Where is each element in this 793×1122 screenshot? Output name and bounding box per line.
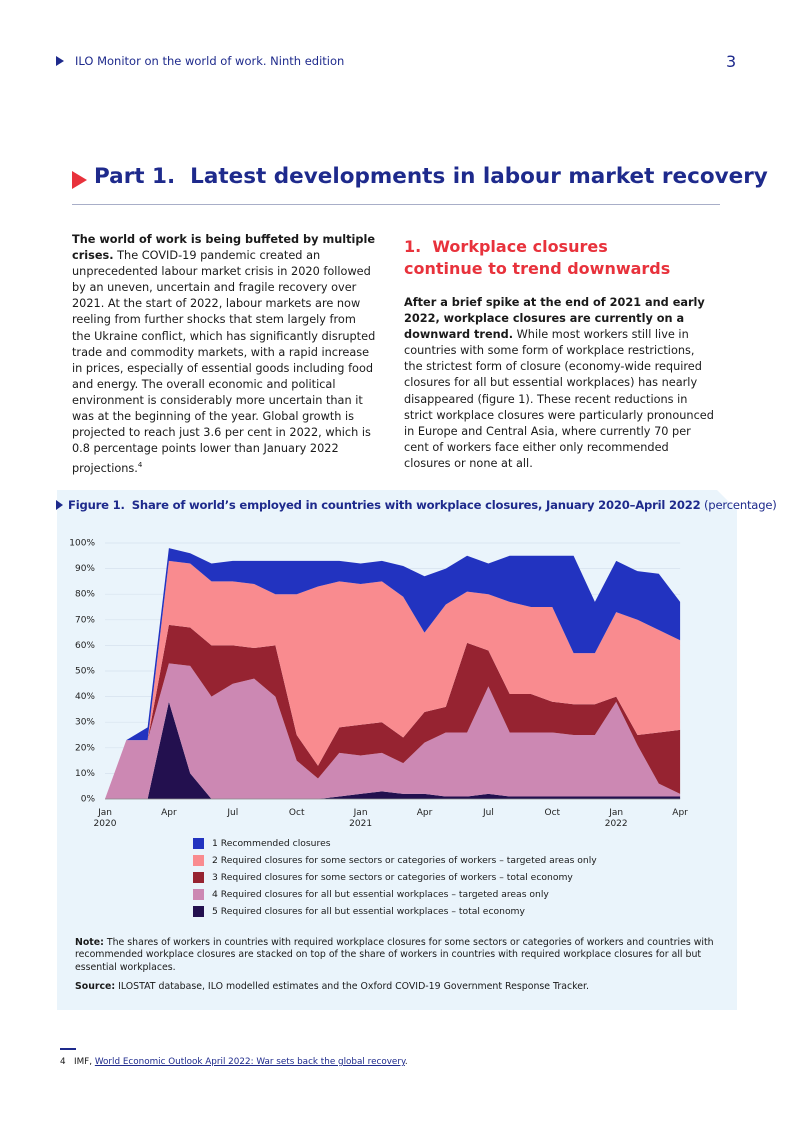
y-tick-label: 80% [75, 590, 95, 600]
page-number: 3 [726, 52, 737, 71]
figure-label: Figure 1. [68, 498, 125, 512]
intro-text: The COVID-19 pandemic created an unprece… [72, 249, 376, 476]
legend-swatch [193, 906, 204, 917]
area-segment [105, 663, 681, 799]
source-label: Source: [75, 981, 116, 992]
chart: 0% 10% 20% 30% 40% 50% 60% 70% 80% 90% 100% [69, 539, 681, 805]
section-paragraph: After a brief spike at the end of 2021 a… [404, 295, 714, 472]
figure-unit: (percentage) [703, 498, 777, 512]
x-tick-label: Oct [544, 808, 561, 818]
area-segment [105, 701, 681, 799]
x-tick-label: Jan 2020 [93, 808, 117, 829]
figure-source: Source: ILOSTAT database, ILO modelled e… [75, 981, 715, 992]
y-tick-label: 100% [69, 539, 95, 549]
legend-entry: 2 Required closures for some sectors or … [193, 852, 597, 869]
y-tick-label: 0% [81, 795, 96, 805]
legend-entry: 5 Required closures for all but essentia… [193, 903, 597, 920]
note-text: The shares of workers in countries with … [75, 937, 714, 973]
x-tick-label: Apr [672, 808, 688, 818]
figure-marker [56, 500, 63, 510]
footnote-ref: 4 [137, 461, 143, 470]
area-segment [105, 560, 681, 799]
intro-paragraph: The world of work is being buffeted by m… [72, 232, 377, 477]
y-tick-label: 20% [75, 743, 95, 753]
figure-note: Note: The shares of workers in countries… [75, 937, 715, 974]
legend-entry: 4 Required closures for all but essentia… [193, 886, 597, 903]
footnote: 4 IMF, World Economic Outlook April 2022… [60, 1057, 408, 1067]
area-segment [105, 624, 681, 799]
section-heading: 1. Workplace closures continue to trend … [404, 237, 671, 278]
intro-lead: The world of work is being buffeted by m… [72, 233, 376, 263]
chart-container: 0% 10% 20% 30% 40% 50% 60% 70% 80% 90% 100% Jan 20… [60, 530, 720, 830]
note-label: Note: [75, 937, 104, 948]
y-tick-label: 50% [75, 667, 95, 677]
header-marker [56, 56, 64, 66]
legend-label: 5 Required closures for all but essentia… [212, 906, 525, 917]
y-tick-label: 40% [75, 692, 95, 702]
figure-title: Share of world’s employed in countries w… [131, 498, 701, 512]
y-tick-label: 90% [75, 564, 95, 574]
legend-swatch [193, 889, 204, 900]
legend-label: 3 Required closures for some sectors or … [212, 872, 573, 883]
x-tick-label: Jul [227, 808, 239, 818]
part-title: Part 1. Latest developments in labour ma… [94, 164, 768, 189]
legend-entry: 3 Required closures for some sectors or … [193, 869, 597, 886]
x-tick-label: Apr [416, 808, 433, 818]
divider [72, 204, 720, 205]
part-marker [72, 171, 87, 189]
y-tick-label: 60% [75, 641, 95, 651]
x-tick-label: Jan 2022 [604, 808, 628, 829]
figure-caption: Figure 1. Share of world’s employed in c… [68, 498, 777, 512]
legend-swatch [193, 872, 204, 883]
footnote-link[interactable]: World Economic Outlook April 2022: War s… [94, 1057, 405, 1067]
footnote-suffix: . [404, 1057, 408, 1067]
legend-entry: 1 Recommended closures [193, 835, 597, 852]
x-tick-label: Apr [161, 808, 177, 818]
x-tick-label: Jul [482, 808, 494, 818]
source-text: ILOSTAT database, ILO modelled estimates… [118, 981, 589, 992]
x-tick-label: Jan 2021 [349, 808, 373, 829]
legend-label: 2 Required closures for some sectors or … [212, 855, 597, 866]
area-segment [105, 548, 681, 799]
section-lead: After a brief spike at the end of 2021 a… [404, 296, 705, 342]
footnote-rule [60, 1048, 76, 1050]
y-tick-label: 70% [75, 615, 95, 625]
footnote-prefix: IMF, [74, 1057, 95, 1067]
legend-swatch [193, 838, 204, 849]
footnote-number: 4 [60, 1057, 66, 1067]
section-text: While most workers still live in countri… [404, 328, 714, 470]
running-title: ILO Monitor on the world of work. Ninth … [75, 54, 345, 68]
legend-swatch [193, 855, 204, 866]
y-tick-label: 10% [75, 769, 95, 779]
legend-label: 4 Required closures for all but essentia… [212, 889, 549, 900]
legend: 1 Recommended closures 2 Required closure… [193, 835, 597, 920]
y-tick-label: 30% [75, 718, 95, 728]
x-tick-label: Oct [288, 808, 305, 818]
legend-label: 1 Recommended closures [212, 838, 331, 849]
